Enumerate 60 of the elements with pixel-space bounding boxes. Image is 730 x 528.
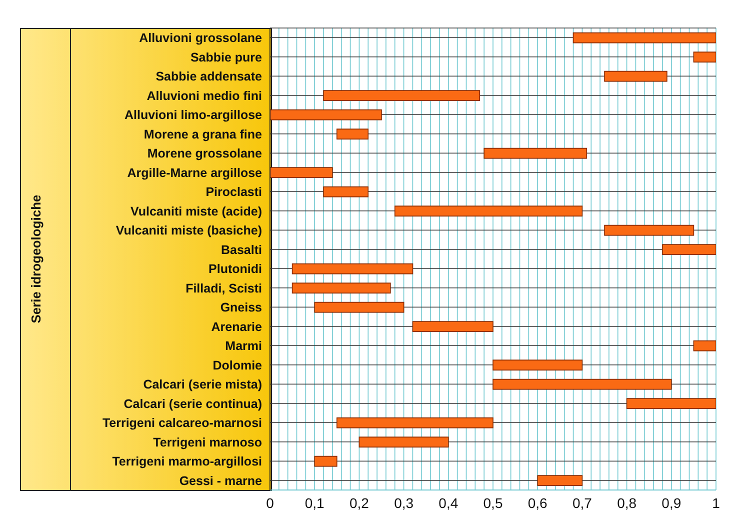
y-tick-label: Morene a grana fine (144, 127, 262, 142)
bar (394, 206, 583, 216)
x-tick-label: 0 (266, 494, 274, 511)
bar (323, 186, 369, 198)
y-tick-label: Piroclasti (206, 185, 262, 200)
bar (314, 456, 338, 467)
bar (336, 417, 494, 428)
bar (412, 321, 494, 332)
x-tick-label: 0,8 (617, 494, 637, 511)
bar (492, 378, 672, 390)
y-tick-label: Alluvioni medio fini (146, 88, 262, 103)
y-tick-label: Gessi - marne (179, 474, 262, 488)
y-tick-label: Terrigeni marnoso (153, 435, 262, 450)
y-tick-label: Arenarie (211, 320, 262, 334)
bar (693, 52, 716, 62)
bar (626, 398, 716, 409)
x-tick-label: 0,9 (662, 494, 682, 511)
bar (537, 475, 583, 486)
x-tick-label: 0,7 (572, 494, 592, 511)
bar (484, 148, 588, 159)
y-tick-label: Calcari (serie mista) (143, 378, 262, 392)
y-tick-label: Vulcaniti miste (acide) (130, 204, 262, 218)
y-tick-label: Marmi (225, 339, 262, 354)
y-tick-label: Dolomie (212, 358, 262, 372)
bar (358, 436, 449, 448)
y-tick-label: Sabbie pure (190, 50, 262, 64)
bar (292, 263, 414, 274)
y-tick-label: Calcari (serie continua) (124, 396, 262, 411)
x-tick-label: 0,1 (304, 494, 325, 511)
y-tick-label: Terrigeni calcareo-marnosi (102, 416, 262, 430)
bar (314, 302, 404, 313)
bar (492, 360, 583, 370)
y-tick-label: Terrigeni marmo-argillosi (112, 454, 262, 469)
y-tick-label: Filladi, Scisti (186, 281, 262, 296)
y-tick-label: Basalti (221, 242, 262, 257)
y-tick-label: Plutonidi (208, 262, 262, 276)
y-tick-label: Argille-Marne argillose (127, 166, 262, 180)
x-tick-label: 0,2 (349, 494, 370, 511)
bar (662, 244, 716, 255)
bar (292, 282, 391, 294)
y-axis-title: Serie idrogeologiche (28, 194, 44, 324)
y-tick-label: Sabbie addensate (156, 70, 262, 84)
x-tick-label: 1 (712, 494, 720, 511)
bar (336, 128, 369, 140)
y-tick-label: Morene grossolane (147, 146, 262, 161)
y-tick-label: Vulcaniti miste (basiche) (116, 224, 262, 238)
x-tick-label: 0,4 (438, 494, 458, 511)
x-tick-label: 0,6 (528, 494, 548, 511)
x-tick-label: 0,3 (394, 494, 414, 511)
x-tick-label: 0,5 (483, 494, 503, 511)
bar (604, 224, 694, 236)
bar (323, 90, 480, 101)
bar (270, 109, 382, 120)
y-tick-label: Alluvioni limo-argillose (124, 108, 262, 122)
bar (693, 340, 716, 352)
bar (572, 32, 716, 44)
bar (604, 70, 668, 82)
y-tick-label: Alluvioni grossolane (139, 31, 262, 46)
bar (270, 167, 333, 178)
y-tick-label: Gneiss (220, 300, 262, 315)
